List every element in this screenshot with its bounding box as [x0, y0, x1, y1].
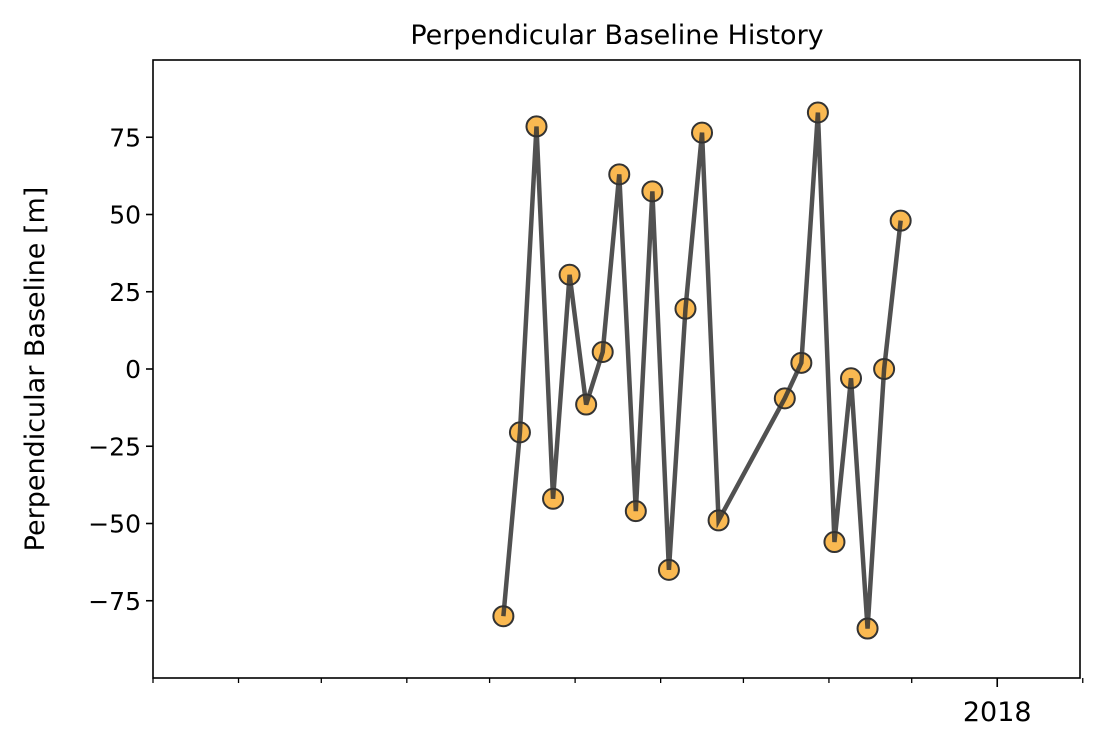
data-series [492, 101, 912, 640]
plot-frame [152, 59, 1081, 679]
y-tick-label: 25 [109, 278, 141, 307]
y-tick-label: −25 [88, 432, 141, 461]
y-tick-label: −50 [88, 510, 141, 539]
y-tick-label: 50 [109, 201, 141, 230]
x-tick-label: 2018 [963, 697, 1032, 728]
chart-title: Perpendicular Baseline History [410, 20, 823, 51]
y-axis-label: Perpendicular Baseline [m] [20, 187, 51, 552]
y-tick-label: 0 [125, 355, 141, 384]
y-tick-label: −75 [88, 587, 141, 616]
axes: −75 −50 −25 0 25 50 75 2018 [88, 123, 1084, 728]
series-line [501, 112, 903, 629]
y-tick-label: 75 [109, 123, 141, 152]
